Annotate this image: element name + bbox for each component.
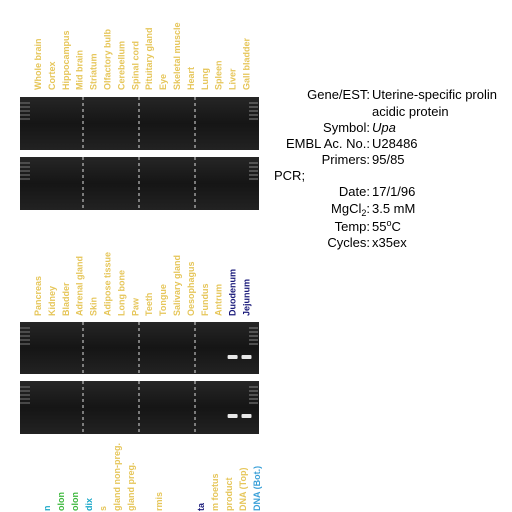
temp-number: 55 bbox=[372, 219, 386, 234]
lane-label: product bbox=[224, 478, 234, 512]
symbol-value: Upa bbox=[372, 120, 396, 135]
pcr-band bbox=[227, 414, 238, 418]
lane-label: Pituitary gland bbox=[144, 27, 154, 90]
lane-label: Salivary gland bbox=[172, 255, 182, 316]
lane-label: Liver bbox=[228, 68, 238, 90]
lane-label: olon bbox=[56, 492, 66, 511]
lane-label: Mid brain bbox=[75, 50, 85, 90]
primers-value: 95/85 bbox=[372, 152, 405, 167]
mgcl-sub: 2 bbox=[361, 208, 366, 218]
info-panel: Gene/EST: Uterine-specific prolin acidic… bbox=[274, 87, 497, 250]
lane-label: dix bbox=[84, 498, 94, 511]
lane-label: Oesophagus bbox=[186, 261, 196, 316]
gene-value: acidic protein bbox=[372, 104, 449, 119]
temp-sup: o bbox=[386, 218, 391, 228]
lane-label: s bbox=[98, 506, 108, 511]
embl-label: EMBL Ac. No.: bbox=[286, 136, 370, 151]
mgcl-text: MgCl bbox=[331, 201, 361, 216]
lane-label: Cortex bbox=[47, 61, 57, 90]
lane-label: Striatum bbox=[89, 53, 99, 90]
lane-label: Gall bladder bbox=[242, 37, 252, 90]
lane-label: Olfactory bulb bbox=[103, 28, 113, 90]
gels bbox=[20, 97, 259, 434]
lane-label: ta bbox=[196, 502, 206, 511]
lane-label: Adrenal gland bbox=[75, 256, 85, 316]
embl-value: U28486 bbox=[372, 136, 418, 151]
lane-label: Bladder bbox=[61, 282, 71, 316]
lane-label: Skeletal muscle bbox=[172, 22, 182, 90]
lane-label: Spinal cord bbox=[130, 41, 140, 90]
lane-label: Jejunum bbox=[242, 279, 252, 316]
lane-label: Heart bbox=[186, 67, 196, 90]
lane-label: Kidney bbox=[47, 286, 57, 316]
lane-label: DNA (Top) bbox=[238, 468, 248, 511]
cycles-value: x35ex bbox=[372, 235, 407, 250]
lane-label: Skin bbox=[89, 297, 99, 316]
gene-label: Gene/EST: bbox=[307, 87, 370, 102]
symbol-label: Symbol: bbox=[323, 120, 370, 135]
lane-label: Teeth bbox=[144, 293, 154, 316]
mgcl-label: MgCl2: bbox=[331, 201, 370, 218]
lane-label: gland non-preg. bbox=[112, 443, 122, 511]
lane-label: Antrum bbox=[214, 284, 224, 316]
pcr-band bbox=[227, 355, 238, 359]
mgcl-value: 3.5 mM bbox=[372, 201, 415, 216]
temp-unit: C bbox=[391, 219, 400, 234]
lane-label: Hippocampus bbox=[61, 30, 71, 90]
lane-label: Spleen bbox=[214, 60, 224, 90]
lane-labels: Whole brain Cortex Hippocampus Mid brain Str… bbox=[33, 22, 262, 511]
lane-label: rmis bbox=[154, 492, 164, 511]
temp-value: 55oC bbox=[372, 218, 401, 234]
lane-label: Duodenum bbox=[228, 269, 238, 316]
lane-label: m foetus bbox=[210, 473, 220, 511]
lane-label: DNA (Bot.) bbox=[252, 466, 262, 511]
pcr-label: PCR; bbox=[274, 168, 305, 183]
lane-label: Paw bbox=[130, 297, 140, 316]
gene-value: Uterine-specific prolin bbox=[372, 87, 497, 102]
mgcl-colon: : bbox=[366, 201, 370, 216]
lane-label: Tongue bbox=[158, 284, 168, 316]
pcr-band bbox=[241, 355, 252, 359]
date-value: 17/1/96 bbox=[372, 184, 415, 199]
lane-label: gland preg. bbox=[126, 462, 136, 511]
date-label: Date: bbox=[339, 184, 370, 199]
lane-label: Adipose tissue bbox=[103, 252, 113, 316]
lane-label: Eye bbox=[158, 74, 168, 90]
primers-label: Primers: bbox=[322, 152, 370, 167]
pcr-band bbox=[241, 414, 252, 418]
temp-label: Temp: bbox=[335, 219, 370, 234]
cycles-label: Cycles: bbox=[327, 235, 370, 250]
lane-label: Long bone bbox=[116, 270, 126, 316]
lane-label: olon bbox=[70, 492, 80, 511]
lane-label: Fundus bbox=[200, 284, 210, 317]
lane-label: Pancreas bbox=[33, 276, 43, 316]
lane-label: Lung bbox=[200, 68, 210, 90]
lane-label: Cerebellum bbox=[116, 41, 126, 90]
lane-label: n bbox=[42, 506, 52, 512]
lane-label: Whole brain bbox=[33, 39, 43, 91]
